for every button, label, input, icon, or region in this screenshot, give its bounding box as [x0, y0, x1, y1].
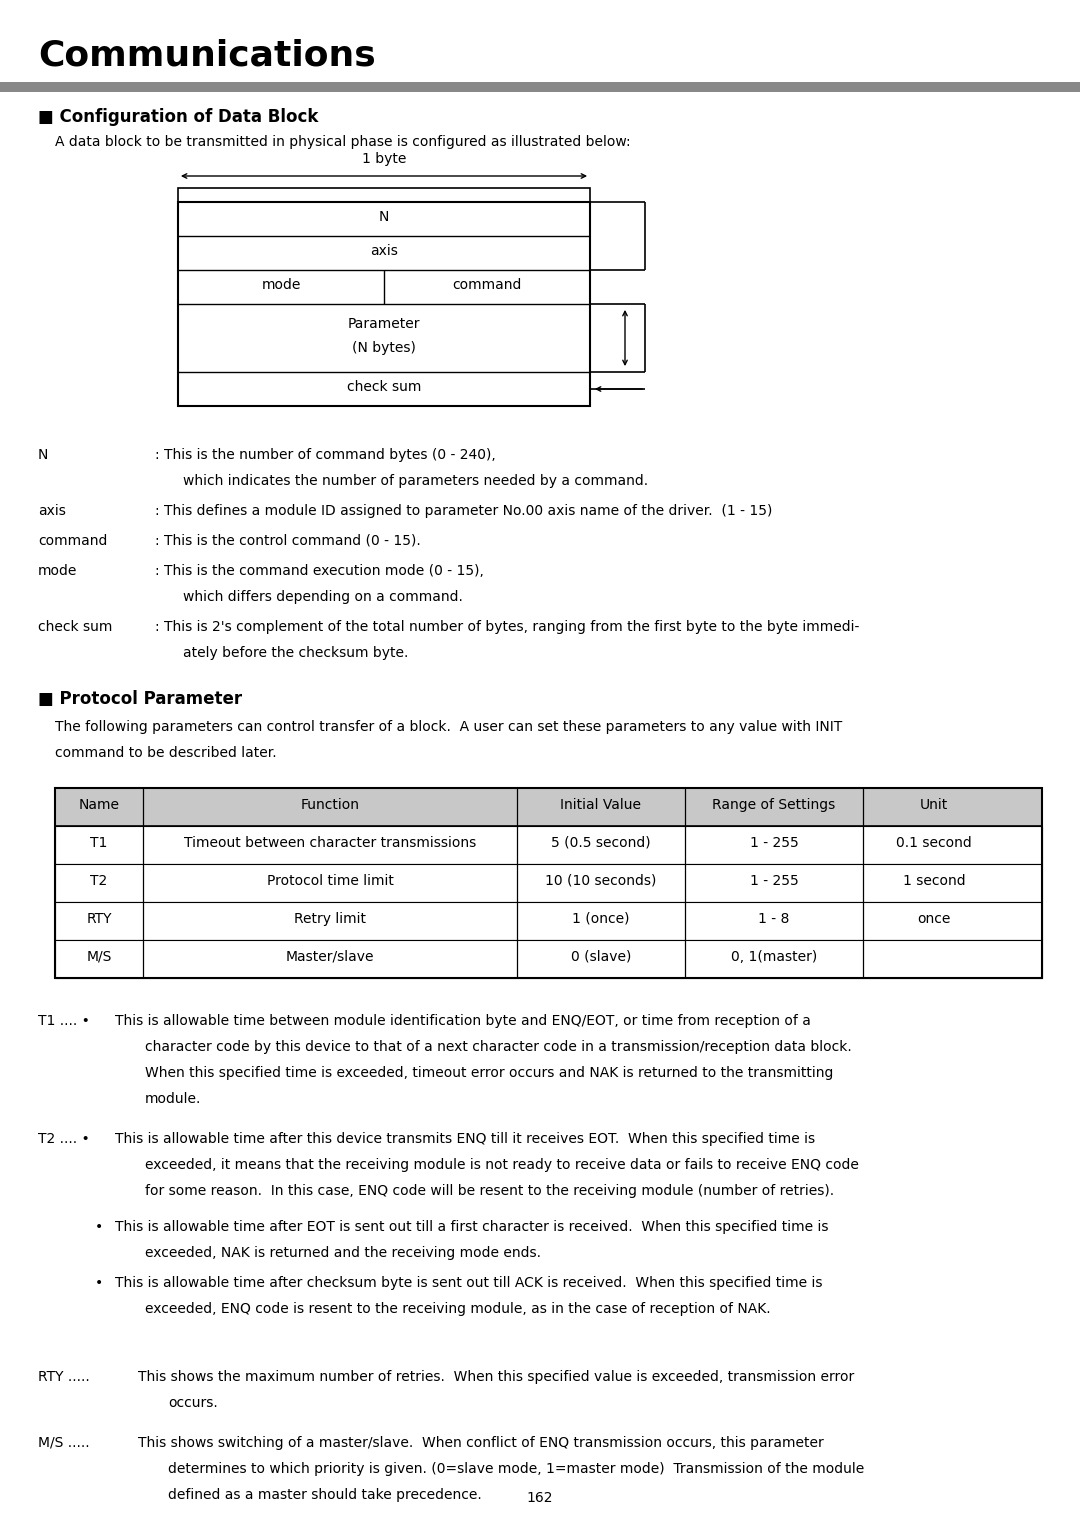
Text: which differs depending on a command.: which differs depending on a command. — [183, 590, 463, 604]
Text: This shows the maximum number of retries.  When this specified value is exceeded: This shows the maximum number of retries… — [138, 1371, 854, 1384]
Text: : This is the command execution mode (0 - 15),: : This is the command execution mode (0 … — [156, 564, 484, 578]
Text: command to be described later.: command to be described later. — [55, 746, 276, 759]
Text: N: N — [38, 448, 49, 461]
Text: This shows switching of a master/slave.  When conflict of ENQ transmission occur: This shows switching of a master/slave. … — [138, 1436, 824, 1450]
Text: M/S: M/S — [86, 950, 111, 964]
Text: mode: mode — [38, 564, 78, 578]
Text: Parameter: Parameter — [348, 316, 420, 332]
Text: 0 (slave): 0 (slave) — [571, 950, 631, 964]
Text: When this specified time is exceeded, timeout error occurs and NAK is returned t: When this specified time is exceeded, ti… — [145, 1067, 834, 1080]
Text: Protocol time limit: Protocol time limit — [267, 874, 393, 888]
Text: 5 (0.5 second): 5 (0.5 second) — [551, 836, 651, 850]
Text: •: • — [95, 1276, 104, 1290]
Text: 10 (10 seconds): 10 (10 seconds) — [545, 874, 657, 888]
Text: : This is the number of command bytes (0 - 240),: : This is the number of command bytes (0… — [156, 448, 496, 461]
Text: 162: 162 — [527, 1491, 553, 1505]
Text: 1 byte: 1 byte — [362, 151, 406, 167]
Text: 1 - 8: 1 - 8 — [758, 912, 789, 926]
Text: check sum: check sum — [38, 620, 112, 634]
Text: determines to which priority is given. (0=slave mode, 1=master mode)  Transmissi: determines to which priority is given. (… — [168, 1462, 864, 1476]
Text: 1 - 255: 1 - 255 — [750, 874, 798, 888]
Bar — [55, 827, 1042, 863]
Text: T2: T2 — [91, 874, 108, 888]
Text: T1 .... •: T1 .... • — [38, 1015, 90, 1028]
Bar — [55, 788, 1042, 827]
Text: check sum: check sum — [347, 380, 421, 394]
Text: command: command — [453, 278, 522, 292]
Text: This is allowable time between module identification byte and ENQ/EOT, or time f: This is allowable time between module id… — [114, 1015, 811, 1028]
Bar — [178, 188, 590, 202]
Text: (N bytes): (N bytes) — [352, 341, 416, 354]
Bar — [178, 202, 590, 406]
Text: Initial Value: Initial Value — [561, 798, 642, 811]
Text: RTY: RTY — [86, 912, 111, 926]
Text: : This defines a module ID assigned to parameter No.00 axis name of the driver. : : This defines a module ID assigned to p… — [156, 504, 772, 518]
Text: 0.1 second: 0.1 second — [896, 836, 972, 850]
Text: axis: axis — [38, 504, 66, 518]
Text: which indicates the number of parameters needed by a command.: which indicates the number of parameters… — [183, 474, 648, 487]
Text: : This is the control command (0 - 15).: : This is the control command (0 - 15). — [156, 533, 421, 549]
Text: Range of Settings: Range of Settings — [713, 798, 836, 811]
Text: This is allowable time after EOT is sent out till a first character is received.: This is allowable time after EOT is sent… — [114, 1219, 828, 1235]
Text: A data block to be transmitted in physical phase is configured as illustrated be: A data block to be transmitted in physic… — [55, 134, 631, 150]
Text: mode: mode — [261, 278, 300, 292]
Text: N: N — [379, 209, 389, 225]
Text: T2 .... •: T2 .... • — [38, 1132, 90, 1146]
Text: exceeded, ENQ code is resent to the receiving module, as in the case of receptio: exceeded, ENQ code is resent to the rece… — [145, 1302, 771, 1316]
Text: 1 (once): 1 (once) — [572, 912, 630, 926]
Text: •: • — [95, 1219, 104, 1235]
Text: This is allowable time after this device transmits ENQ till it receives EOT.  Wh: This is allowable time after this device… — [114, 1132, 815, 1146]
Text: T1: T1 — [91, 836, 108, 850]
Text: Function: Function — [300, 798, 360, 811]
Text: Name: Name — [79, 798, 120, 811]
Text: 0, 1(master): 0, 1(master) — [731, 950, 818, 964]
Text: Retry limit: Retry limit — [294, 912, 366, 926]
Bar — [55, 863, 1042, 902]
Text: once: once — [917, 912, 950, 926]
Bar — [0, 83, 1080, 92]
Text: The following parameters can control transfer of a block.  A user can set these : The following parameters can control tra… — [55, 720, 842, 733]
Text: module.: module. — [145, 1093, 201, 1106]
Text: defined as a master should take precedence.: defined as a master should take preceden… — [168, 1488, 482, 1502]
Text: M/S .....: M/S ..... — [38, 1436, 90, 1450]
Text: occurs.: occurs. — [168, 1397, 218, 1410]
Text: exceeded, NAK is returned and the receiving mode ends.: exceeded, NAK is returned and the receiv… — [145, 1245, 541, 1261]
Text: ately before the checksum byte.: ately before the checksum byte. — [183, 646, 408, 660]
Text: Communications: Communications — [38, 38, 376, 72]
Text: This is allowable time after checksum byte is sent out till ACK is received.  Wh: This is allowable time after checksum by… — [114, 1276, 823, 1290]
Text: RTY .....: RTY ..... — [38, 1371, 90, 1384]
Text: character code by this device to that of a next character code in a transmission: character code by this device to that of… — [145, 1041, 852, 1054]
Text: ■ Protocol Parameter: ■ Protocol Parameter — [38, 691, 242, 707]
Text: for some reason.  In this case, ENQ code will be resent to the receiving module : for some reason. In this case, ENQ code … — [145, 1184, 834, 1198]
Text: 1 second: 1 second — [903, 874, 966, 888]
Text: exceeded, it means that the receiving module is not ready to receive data or fai: exceeded, it means that the receiving mo… — [145, 1158, 859, 1172]
Bar — [55, 902, 1042, 940]
Text: command: command — [38, 533, 107, 549]
Text: ■ Configuration of Data Block: ■ Configuration of Data Block — [38, 108, 319, 125]
Text: Unit: Unit — [920, 798, 948, 811]
Text: : This is 2's complement of the total number of bytes, ranging from the first by: : This is 2's complement of the total nu… — [156, 620, 860, 634]
Text: Timeout between character transmissions: Timeout between character transmissions — [184, 836, 476, 850]
Text: axis: axis — [370, 244, 397, 258]
Bar — [55, 788, 1042, 978]
Bar — [55, 940, 1042, 978]
Text: 1 - 255: 1 - 255 — [750, 836, 798, 850]
Text: Master/slave: Master/slave — [286, 950, 375, 964]
